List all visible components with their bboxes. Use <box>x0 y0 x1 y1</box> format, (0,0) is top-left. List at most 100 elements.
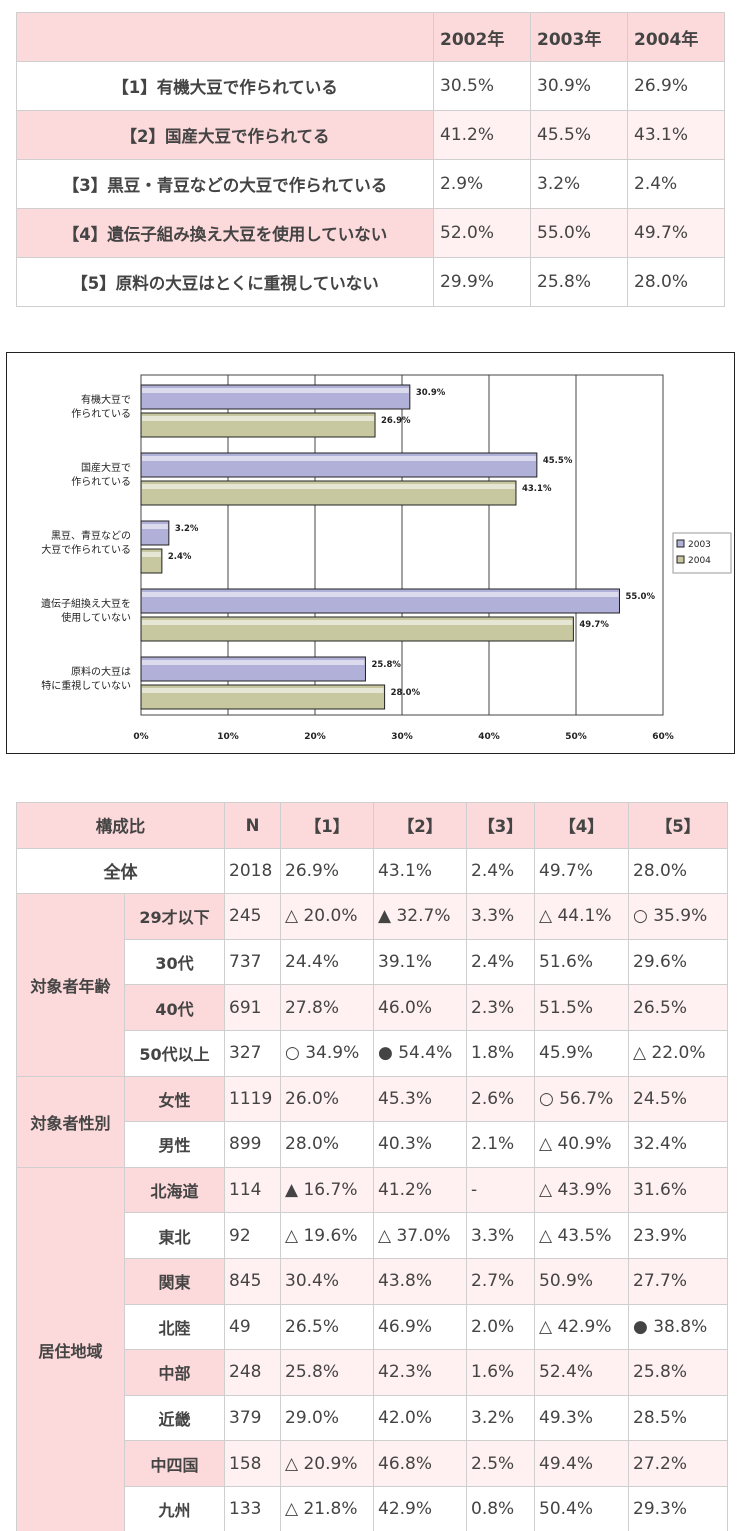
value-cell: 32.4% <box>628 1121 728 1168</box>
row-label: 男性 <box>124 1121 225 1168</box>
bar-highlight <box>142 688 384 693</box>
value-cell: 0.8% <box>466 1485 535 1531</box>
data-label: 55.0% <box>626 592 656 602</box>
value-cell: 52.4% <box>534 1349 629 1396</box>
table-row: 対象者年齢 29才以下 245 △ 20.0% ▲ 32.7% 3.3% △ 44.1% ○ … <box>16 893 728 1077</box>
category-label: 遺伝子組換え大豆を <box>41 597 131 610</box>
value-cell: 46.9% <box>373 1303 467 1351</box>
bar-highlight <box>142 552 161 557</box>
category-label: 黒豆、青豆などの <box>51 529 131 542</box>
row-label: 【5】原料の大豆はとくに重視していない <box>16 257 434 307</box>
value-cell: 28.0% <box>280 1121 374 1168</box>
value-cell: 50.9% <box>534 1257 629 1305</box>
value-cell: 27.8% <box>280 984 374 1031</box>
data-label: 26.9% <box>381 416 411 426</box>
value-cell: △ 42.9% <box>534 1303 629 1351</box>
value-cell: 42.3% <box>373 1349 467 1396</box>
header-row: 2002年 2003年 2004年 <box>16 12 725 62</box>
table-row: 40代 691 27.8% 46.0% 2.3% 51.5% 26.5% <box>17 984 728 1031</box>
value-cell: 25.8% <box>280 1349 374 1396</box>
value-cell: 28.0% <box>628 847 728 895</box>
value-cell: - <box>466 1166 535 1214</box>
value-cell: 28.5% <box>628 1394 728 1442</box>
value-cell: ● 38.8% <box>628 1303 728 1351</box>
value-cell: 29.3% <box>628 1485 728 1531</box>
data-label: 49.7% <box>579 620 609 630</box>
n-cell: 245 <box>224 893 281 940</box>
value-cell: 1.6% <box>466 1349 535 1396</box>
legend-box <box>672 532 732 574</box>
category-label: 有機大豆で <box>81 393 131 406</box>
row-label: 29才以下 <box>124 893 225 940</box>
value-cell: 42.9% <box>373 1485 467 1531</box>
row-label: 中部 <box>124 1349 225 1396</box>
group-label: 対象者性別 <box>16 1075 125 1168</box>
bar-highlight <box>142 388 409 393</box>
x-tick-label: 40% <box>478 732 500 742</box>
value-cell: △ 21.8% <box>280 1485 374 1531</box>
table-row: 関東 845 30.4% 43.8% 2.7% 50.9% 27.7% <box>17 1257 728 1305</box>
value-cell: △ 43.5% <box>534 1212 629 1259</box>
column-header: 【2】 <box>373 802 467 849</box>
value-cell: 26.9% <box>627 61 725 111</box>
value-cell: 29.0% <box>280 1394 374 1442</box>
data-label: 45.5% <box>543 456 573 466</box>
value-cell: △ 40.9% <box>534 1121 629 1168</box>
table-row: 北陸 49 26.5% 46.9% 2.0% △ 42.9% ● 38.8% <box>17 1303 728 1351</box>
value-cell: △ 20.0% <box>280 893 374 940</box>
value-cell: 40.3% <box>373 1121 467 1168</box>
bar-highlight <box>142 484 515 489</box>
category-label: 作られている <box>71 408 131 420</box>
value-cell: 46.8% <box>373 1440 467 1487</box>
row-label: 【4】遺伝子組み換え大豆を使用していない <box>16 208 434 258</box>
value-cell: 2.9% <box>433 159 531 209</box>
value-cell: △ 44.1% <box>534 893 629 940</box>
value-cell: 1.8% <box>466 1029 535 1077</box>
value-cell: 24.4% <box>280 938 374 986</box>
value-cell: 43.1% <box>373 847 467 895</box>
n-cell: 899 <box>224 1121 281 1168</box>
category-label: 作られている <box>71 476 131 488</box>
value-cell: 2.0% <box>466 1303 535 1351</box>
n-cell: 158 <box>224 1440 281 1487</box>
bar-chart: 0% 10% 20% 30% 40% 50% 60% 30.9% 26.9% 有機大豆で 作られてい… <box>6 352 735 754</box>
value-cell: 2.3% <box>466 984 535 1031</box>
category-label: 使用していない <box>61 611 131 624</box>
bar-highlight <box>142 620 573 625</box>
data-label: 43.1% <box>522 484 552 494</box>
row-label: 【3】黒豆・青豆などの大豆で作られている <box>16 159 434 209</box>
value-cell: ● 54.4% <box>373 1029 467 1077</box>
bar-highlight <box>142 524 168 529</box>
row-label: 全体 <box>16 847 225 895</box>
value-cell: △ 37.0% <box>373 1212 467 1259</box>
value-cell: 30.5% <box>433 61 531 111</box>
overall-row: 全体 2018 26.9% 43.1% 2.4% 49.7% 28.0% <box>16 847 728 895</box>
n-cell: 379 <box>224 1394 281 1442</box>
value-cell: △ 19.6% <box>280 1212 374 1259</box>
value-cell: 26.5% <box>628 984 728 1031</box>
value-cell: 30.9% <box>530 61 628 111</box>
x-tick-label: 20% <box>304 732 326 742</box>
n-cell: 2018 <box>224 847 281 895</box>
n-cell: 737 <box>224 938 281 986</box>
n-cell: 845 <box>224 1257 281 1305</box>
value-cell: 41.2% <box>373 1166 467 1214</box>
value-cell: 25.8% <box>530 257 628 307</box>
value-cell: 2.6% <box>466 1075 535 1123</box>
row-label: 女性 <box>124 1075 225 1123</box>
value-cell: 39.1% <box>373 938 467 986</box>
row-label: 中四国 <box>124 1440 225 1487</box>
value-cell: ▲ 32.7% <box>373 893 467 940</box>
legend-swatch <box>676 539 685 548</box>
column-header: 【3】 <box>466 802 535 849</box>
value-cell: 45.9% <box>534 1029 629 1077</box>
value-cell: 27.7% <box>628 1257 728 1305</box>
value-cell: 45.5% <box>530 110 628 160</box>
table-row: 【3】黒豆・青豆などの大豆で作られている 2.9% 3.2% 2.4% <box>16 159 725 209</box>
value-cell: 2.5% <box>466 1440 535 1487</box>
row-label: 北海道 <box>124 1166 225 1214</box>
value-cell: △ 20.9% <box>280 1440 374 1487</box>
table-row: 対象者性別 女性 1119 26.0% 45.3% 2.6% ○ 56.7% 24.5% <box>16 1075 728 1168</box>
table-row: 【1】有機大豆で作られている 30.5% 30.9% 26.9% <box>16 61 725 111</box>
table-row: 東北 92 △ 19.6% △ 37.0% 3.3% △ 43.5% 23.9% <box>17 1212 728 1259</box>
